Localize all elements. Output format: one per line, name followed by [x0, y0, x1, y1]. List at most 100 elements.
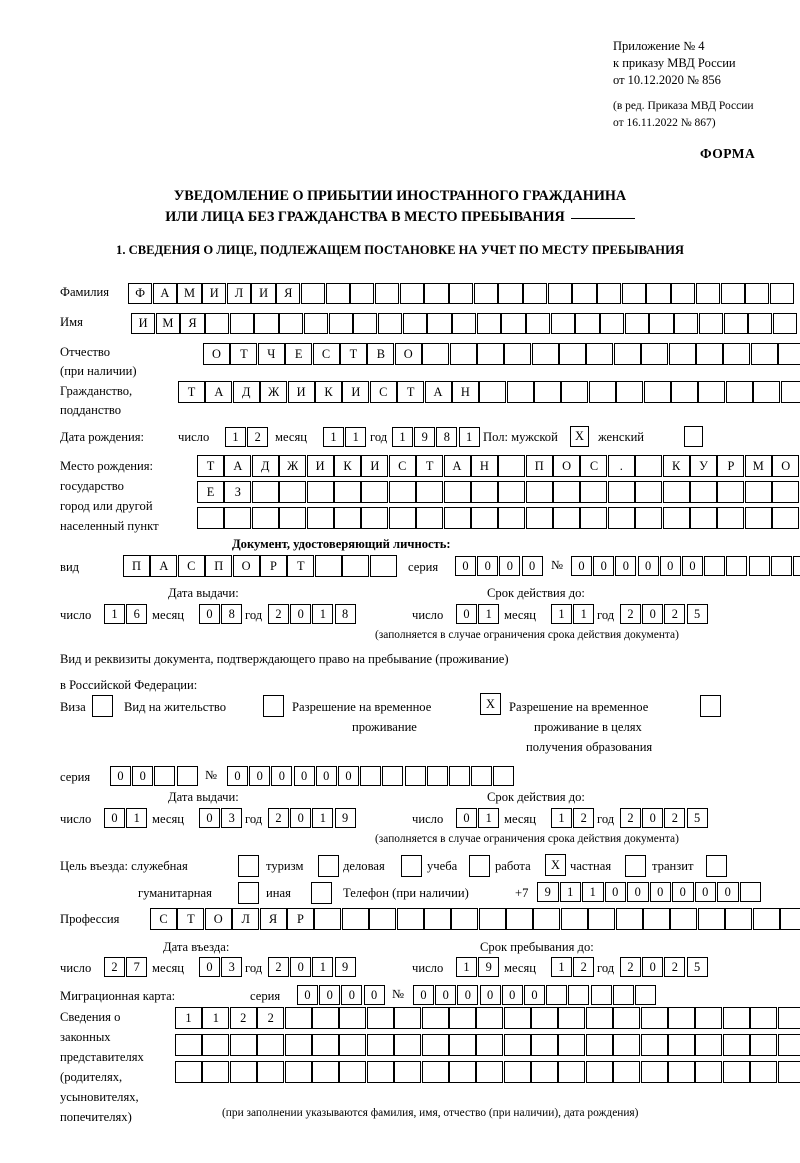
char-cell[interactable] [202, 1034, 230, 1056]
char-cell[interactable]: 1 [104, 604, 125, 624]
char-cell[interactable]: 9 [414, 427, 436, 447]
purpose-work-checkbox[interactable]: X [545, 854, 566, 876]
char-cell[interactable]: 9 [334, 808, 356, 828]
char-cell[interactable] [624, 313, 650, 334]
char-cell[interactable] [572, 283, 597, 304]
char-cell[interactable] [374, 283, 400, 304]
char-cell[interactable] [369, 555, 397, 577]
char-cell[interactable] [205, 313, 230, 334]
char-cell[interactable] [575, 313, 600, 334]
char-cell[interactable] [394, 1034, 422, 1056]
char-cell[interactable] [525, 481, 553, 503]
char-cell[interactable] [353, 313, 378, 334]
char-cell[interactable] [470, 481, 498, 503]
char-cell[interactable] [744, 507, 772, 529]
char-cell[interactable]: 0 [337, 766, 359, 786]
char-cell[interactable]: Ф [128, 283, 153, 304]
char-cell[interactable]: 6 [126, 604, 148, 624]
char-cell[interactable]: Н [470, 455, 498, 477]
char-cell[interactable] [476, 343, 504, 365]
char-cell[interactable] [448, 1061, 476, 1083]
temp-edu-checkbox[interactable] [700, 695, 721, 717]
char-cell[interactable] [533, 908, 561, 930]
char-cell[interactable]: Т [197, 455, 224, 477]
char-cell[interactable]: 0 [199, 604, 220, 624]
char-cell[interactable] [506, 381, 534, 403]
char-cell[interactable]: 2 [268, 604, 289, 624]
char-cell[interactable]: 0 [642, 957, 664, 977]
char-cell[interactable] [585, 1061, 613, 1083]
char-cell[interactable] [690, 507, 718, 529]
char-cell[interactable]: 0 [499, 556, 521, 576]
char-cell[interactable]: 1 [458, 427, 480, 447]
char-cell[interactable] [498, 283, 523, 304]
char-cell[interactable] [778, 343, 800, 365]
char-cell[interactable] [175, 1061, 202, 1083]
char-cell[interactable] [744, 481, 772, 503]
char-cell[interactable] [772, 507, 800, 529]
char-cell[interactable] [615, 908, 643, 930]
char-cell[interactable] [448, 1007, 476, 1029]
char-cell[interactable] [635, 481, 663, 503]
char-cell[interactable] [779, 908, 800, 930]
char-cell[interactable] [725, 381, 753, 403]
char-cell[interactable] [588, 908, 616, 930]
char-cell[interactable]: 1 [582, 882, 604, 902]
char-cell[interactable] [443, 481, 471, 503]
char-cell[interactable]: 1 [126, 808, 148, 828]
char-cell[interactable] [366, 1007, 394, 1029]
char-cell[interactable]: 0 [642, 604, 664, 624]
char-cell[interactable]: 0 [110, 766, 131, 786]
char-cell[interactable] [531, 1034, 559, 1056]
char-cell[interactable] [229, 1061, 257, 1083]
char-cell[interactable]: 0 [477, 556, 499, 576]
char-cell[interactable] [723, 313, 748, 334]
char-cell[interactable]: 0 [290, 808, 312, 828]
char-cell[interactable] [580, 507, 608, 529]
char-cell[interactable] [421, 1007, 449, 1029]
char-cell[interactable]: Я [180, 313, 205, 334]
char-cell[interactable] [366, 1034, 394, 1056]
char-cell[interactable] [586, 343, 614, 365]
char-cell[interactable] [284, 1007, 312, 1029]
char-cell[interactable] [722, 1061, 750, 1083]
char-cell[interactable]: Я [259, 908, 287, 930]
char-cell[interactable]: Е [285, 343, 313, 365]
char-cell[interactable]: П [123, 555, 150, 577]
char-cell[interactable] [612, 985, 634, 1005]
char-cell[interactable]: Д [232, 381, 260, 403]
char-cell[interactable] [306, 507, 334, 529]
char-cell[interactable] [382, 766, 404, 786]
char-cell[interactable]: Т [397, 381, 425, 403]
purpose-official-checkbox[interactable] [238, 855, 259, 877]
char-cell[interactable]: Т [230, 343, 258, 365]
char-cell[interactable] [470, 507, 498, 529]
char-cell[interactable]: И [306, 455, 334, 477]
char-cell[interactable] [590, 985, 612, 1005]
char-cell[interactable] [772, 481, 800, 503]
char-cell[interactable]: 2 [268, 808, 289, 828]
char-cell[interactable]: С [580, 455, 608, 477]
char-cell[interactable] [780, 381, 800, 403]
char-cell[interactable] [640, 1034, 668, 1056]
char-cell[interactable]: Т [177, 908, 205, 930]
char-cell[interactable] [580, 481, 608, 503]
char-cell[interactable]: 0 [297, 985, 318, 1005]
char-cell[interactable] [750, 343, 778, 365]
char-cell[interactable] [750, 1061, 778, 1083]
char-cell[interactable] [616, 381, 644, 403]
char-cell[interactable] [640, 1061, 668, 1083]
char-cell[interactable] [311, 1007, 339, 1029]
char-cell[interactable] [674, 313, 699, 334]
char-cell[interactable]: 2 [620, 808, 641, 828]
char-cell[interactable]: 2 [104, 957, 125, 977]
char-cell[interactable]: 3 [221, 957, 243, 977]
char-cell[interactable] [750, 1007, 778, 1029]
purpose-other-checkbox[interactable] [311, 882, 332, 904]
char-cell[interactable] [585, 1007, 613, 1029]
